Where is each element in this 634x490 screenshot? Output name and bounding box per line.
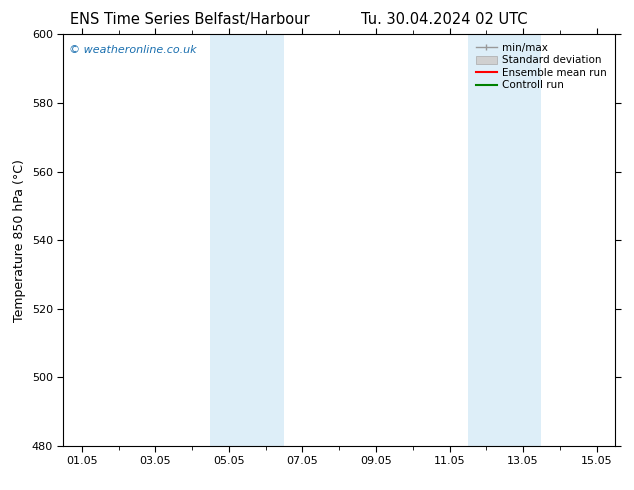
Bar: [468, 34, 541, 446]
Y-axis label: Temperature 850 hPa (°C): Temperature 850 hPa (°C): [13, 159, 26, 321]
Bar: [210, 34, 284, 446]
Text: © weatheronline.co.uk: © weatheronline.co.uk: [69, 45, 197, 54]
Legend: min/max, Standard deviation, Ensemble mean run, Controll run: min/max, Standard deviation, Ensemble me…: [472, 39, 611, 95]
Text: Tu. 30.04.2024 02 UTC: Tu. 30.04.2024 02 UTC: [361, 12, 527, 27]
Text: ENS Time Series Belfast/Harbour: ENS Time Series Belfast/Harbour: [70, 12, 310, 27]
